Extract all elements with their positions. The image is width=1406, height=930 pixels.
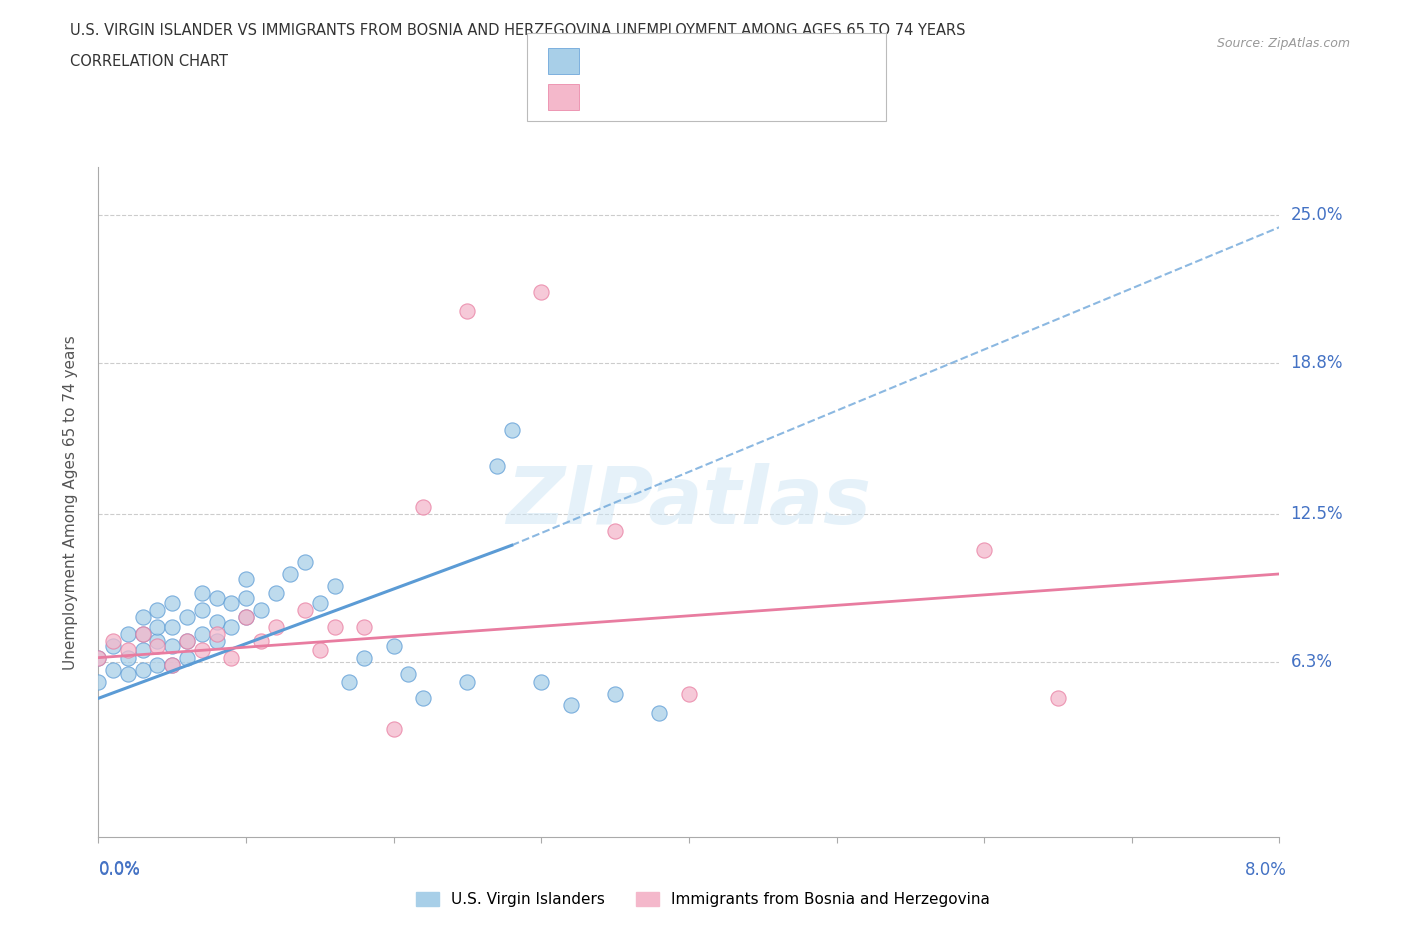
Point bbox=[205, 626, 228, 641]
Point bbox=[117, 667, 139, 682]
Point bbox=[382, 722, 405, 737]
Point bbox=[973, 542, 995, 557]
Point bbox=[132, 626, 155, 641]
Text: 0.0%: 0.0% bbox=[98, 860, 141, 879]
Point bbox=[146, 638, 169, 653]
Point bbox=[162, 638, 183, 653]
Text: ZIPatlas: ZIPatlas bbox=[506, 463, 872, 541]
Point bbox=[146, 658, 169, 672]
Point bbox=[530, 674, 553, 689]
Point bbox=[396, 667, 419, 682]
Text: 12.5%: 12.5% bbox=[1291, 505, 1343, 524]
Point bbox=[235, 609, 257, 624]
Point bbox=[103, 638, 124, 653]
Point bbox=[146, 633, 169, 648]
Point bbox=[117, 650, 139, 665]
Point bbox=[456, 303, 478, 318]
Point bbox=[294, 603, 316, 618]
Point bbox=[219, 650, 242, 665]
Point bbox=[456, 674, 478, 689]
Point bbox=[162, 619, 183, 634]
Point bbox=[605, 686, 627, 701]
Point bbox=[308, 595, 332, 610]
Point bbox=[235, 609, 257, 624]
Text: CORRELATION CHART: CORRELATION CHART bbox=[70, 54, 228, 69]
Point bbox=[103, 662, 124, 677]
Point bbox=[412, 499, 434, 514]
Point bbox=[605, 524, 627, 538]
Point bbox=[176, 633, 198, 648]
Point bbox=[219, 619, 242, 634]
Point bbox=[382, 638, 405, 653]
Point bbox=[191, 626, 214, 641]
Point bbox=[337, 674, 360, 689]
Point bbox=[264, 586, 287, 601]
Point bbox=[176, 633, 198, 648]
Point bbox=[560, 698, 582, 713]
Point bbox=[294, 554, 316, 569]
Point bbox=[87, 674, 110, 689]
Text: 6.3%: 6.3% bbox=[1291, 654, 1333, 671]
Point bbox=[146, 619, 169, 634]
Point bbox=[162, 658, 183, 672]
Point bbox=[176, 650, 198, 665]
Point bbox=[323, 578, 346, 593]
Point bbox=[530, 285, 553, 299]
Point bbox=[250, 603, 273, 618]
Point bbox=[250, 633, 273, 648]
Point bbox=[132, 609, 155, 624]
Point bbox=[191, 603, 214, 618]
Point bbox=[205, 633, 228, 648]
Point bbox=[132, 626, 155, 641]
Point bbox=[412, 691, 434, 706]
Text: Source: ZipAtlas.com: Source: ZipAtlas.com bbox=[1216, 37, 1350, 50]
Point bbox=[264, 619, 287, 634]
Text: R = 0.232   N = 51: R = 0.232 N = 51 bbox=[591, 52, 748, 70]
Point bbox=[191, 586, 214, 601]
Point bbox=[353, 619, 375, 634]
Legend: U.S. Virgin Islanders, Immigrants from Bosnia and Herzegovina: U.S. Virgin Islanders, Immigrants from B… bbox=[411, 885, 995, 913]
Point bbox=[146, 603, 169, 618]
Point bbox=[162, 595, 183, 610]
Point bbox=[103, 633, 124, 648]
Text: 25.0%: 25.0% bbox=[1291, 206, 1343, 224]
Point bbox=[353, 650, 375, 665]
Point bbox=[323, 619, 346, 634]
Point bbox=[87, 650, 110, 665]
Point bbox=[278, 566, 301, 581]
Point bbox=[87, 650, 110, 665]
Text: 0.0%: 0.0% bbox=[98, 860, 141, 879]
Text: 18.8%: 18.8% bbox=[1291, 354, 1343, 373]
Point bbox=[308, 643, 332, 658]
Point bbox=[678, 686, 700, 701]
Point bbox=[117, 643, 139, 658]
Point bbox=[485, 458, 508, 473]
Text: U.S. VIRGIN ISLANDER VS IMMIGRANTS FROM BOSNIA AND HERZEGOVINA UNEMPLOYMENT AMON: U.S. VIRGIN ISLANDER VS IMMIGRANTS FROM … bbox=[70, 23, 966, 38]
Point bbox=[162, 658, 183, 672]
Point bbox=[191, 643, 214, 658]
Point bbox=[235, 571, 257, 586]
Point bbox=[117, 626, 139, 641]
Point bbox=[132, 662, 155, 677]
Point bbox=[176, 609, 198, 624]
Point bbox=[132, 643, 155, 658]
Point bbox=[1046, 691, 1069, 706]
Y-axis label: Unemployment Among Ages 65 to 74 years: Unemployment Among Ages 65 to 74 years bbox=[63, 335, 77, 670]
Point bbox=[219, 595, 242, 610]
Point bbox=[205, 591, 228, 605]
Point bbox=[205, 615, 228, 630]
Text: R = 0.104   N = 25: R = 0.104 N = 25 bbox=[591, 88, 748, 106]
Point bbox=[501, 423, 523, 438]
Point bbox=[648, 705, 671, 720]
Text: 8.0%: 8.0% bbox=[1244, 860, 1286, 879]
Point bbox=[235, 591, 257, 605]
